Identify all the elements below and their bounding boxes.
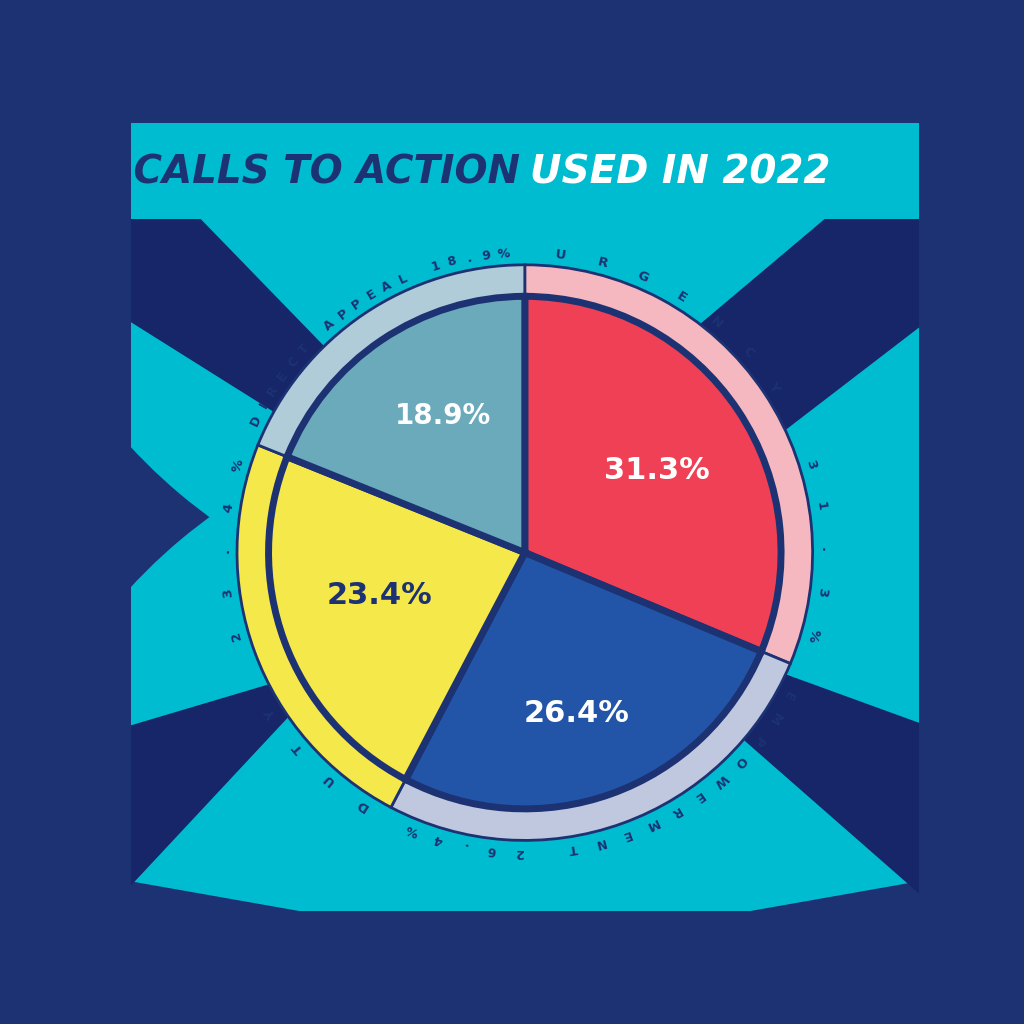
Text: R: R xyxy=(264,383,281,398)
Text: 3: 3 xyxy=(804,458,819,471)
Wedge shape xyxy=(564,475,958,951)
Text: %: % xyxy=(497,247,510,261)
Text: 4: 4 xyxy=(432,831,444,847)
Text: %: % xyxy=(230,458,246,474)
Text: 3: 3 xyxy=(221,588,236,599)
Text: 23.4%: 23.4% xyxy=(327,581,433,609)
Text: 31.3%: 31.3% xyxy=(603,456,710,484)
Text: M: M xyxy=(643,815,659,833)
Wedge shape xyxy=(287,296,524,553)
Text: %: % xyxy=(805,627,821,643)
Wedge shape xyxy=(391,651,791,841)
Text: USED IN 2022: USED IN 2022 xyxy=(529,154,829,191)
Wedge shape xyxy=(524,265,813,664)
Polygon shape xyxy=(481,509,958,927)
Text: A: A xyxy=(322,317,338,334)
Text: C: C xyxy=(285,355,301,371)
Text: 2: 2 xyxy=(514,846,523,859)
Text: P: P xyxy=(336,306,350,323)
Text: TOP CALLS TO ACTION: TOP CALLS TO ACTION xyxy=(32,154,520,191)
Text: T: T xyxy=(297,342,312,357)
Text: E: E xyxy=(274,369,290,384)
Wedge shape xyxy=(258,265,524,457)
Text: P: P xyxy=(350,296,365,312)
Text: T: T xyxy=(290,740,306,756)
Text: R: R xyxy=(669,804,683,819)
Text: O: O xyxy=(732,753,749,769)
Text: G: G xyxy=(636,269,651,286)
Text: 26.4%: 26.4% xyxy=(524,698,630,727)
Text: 18.9%: 18.9% xyxy=(395,401,492,430)
Wedge shape xyxy=(555,217,1024,651)
Text: R: R xyxy=(596,256,609,270)
FancyBboxPatch shape xyxy=(131,123,920,219)
Text: D: D xyxy=(248,414,264,428)
Text: Y: Y xyxy=(766,379,782,394)
Text: E: E xyxy=(780,688,796,701)
Text: .: . xyxy=(466,252,472,265)
Text: N: N xyxy=(709,314,725,331)
Text: U: U xyxy=(319,770,337,787)
Wedge shape xyxy=(524,296,781,651)
Text: .: . xyxy=(219,548,231,553)
Wedge shape xyxy=(0,415,1024,950)
Text: U: U xyxy=(554,248,566,262)
Wedge shape xyxy=(237,445,406,807)
Text: .: . xyxy=(461,840,468,853)
Text: L: L xyxy=(396,271,409,287)
Text: A: A xyxy=(380,279,394,295)
Wedge shape xyxy=(0,83,1024,620)
Text: N: N xyxy=(594,835,607,850)
Text: 4: 4 xyxy=(221,502,236,513)
Text: E: E xyxy=(365,287,379,303)
Polygon shape xyxy=(91,509,568,927)
Text: 1: 1 xyxy=(429,259,441,274)
Text: C: C xyxy=(739,344,756,360)
Text: 1: 1 xyxy=(814,501,828,512)
Text: Y: Y xyxy=(264,707,281,721)
Text: 8: 8 xyxy=(446,255,458,269)
Polygon shape xyxy=(91,108,568,596)
Text: P: P xyxy=(751,733,766,749)
Text: E: E xyxy=(674,290,689,305)
Text: .: . xyxy=(818,547,830,552)
Text: 2: 2 xyxy=(229,629,245,642)
Polygon shape xyxy=(481,108,958,596)
Text: W: W xyxy=(711,770,730,790)
Text: I: I xyxy=(257,400,270,411)
Text: 6: 6 xyxy=(486,844,497,857)
Wedge shape xyxy=(268,457,524,779)
Wedge shape xyxy=(406,553,761,809)
Text: 9: 9 xyxy=(481,249,492,262)
Text: E: E xyxy=(691,788,706,804)
Text: M: M xyxy=(766,710,783,727)
Text: %: % xyxy=(404,822,421,839)
Text: 3: 3 xyxy=(815,587,828,598)
Text: T: T xyxy=(568,841,579,855)
Text: D: D xyxy=(354,796,371,813)
Text: E: E xyxy=(621,827,633,842)
